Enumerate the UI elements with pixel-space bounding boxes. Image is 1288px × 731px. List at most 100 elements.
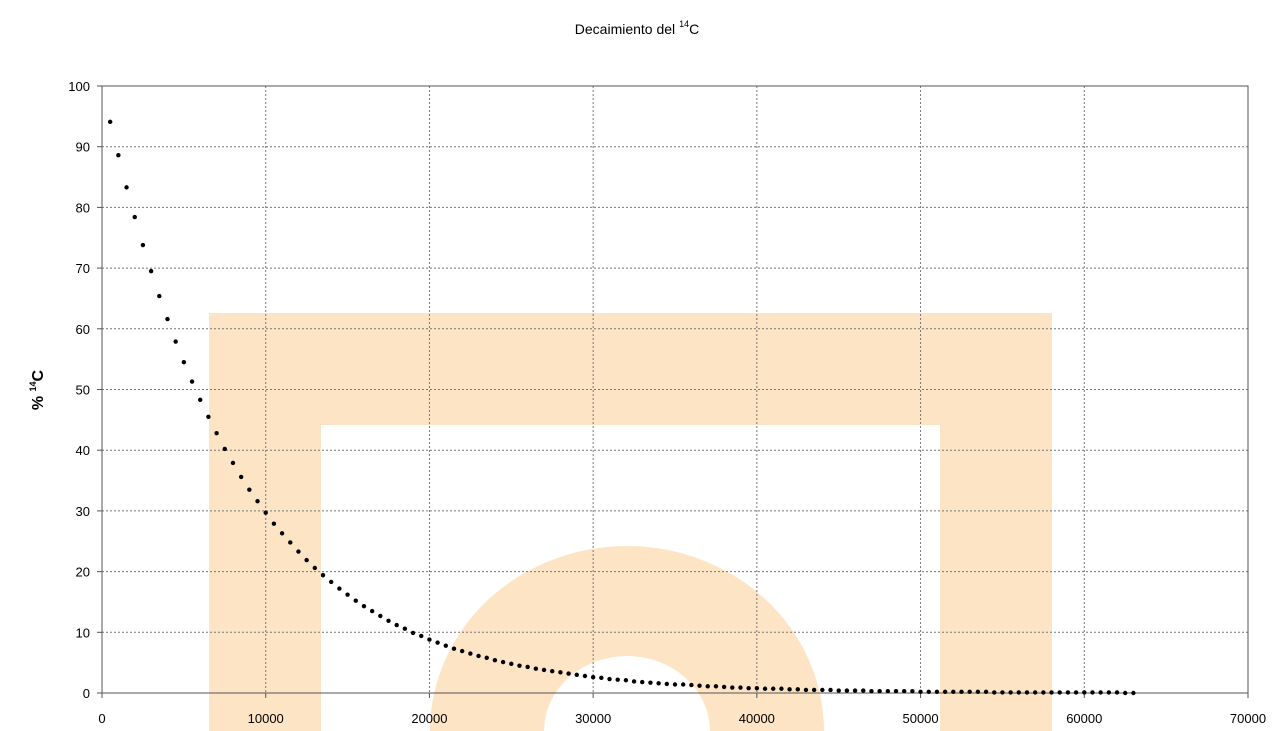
data-point: [517, 663, 522, 668]
y-axis-label-suffix: C: [30, 369, 47, 381]
data-point: [607, 676, 612, 682]
data-point: [271, 521, 277, 526]
y-tick-label: 0: [83, 686, 90, 701]
data-point: [902, 688, 907, 694]
data-point: [983, 689, 989, 694]
data-point: [140, 242, 146, 248]
data-point: [459, 648, 465, 654]
data-point: [238, 474, 244, 480]
data-point: [803, 687, 809, 693]
data-point: [369, 608, 375, 614]
data-point: [410, 630, 416, 636]
data-point: [443, 643, 448, 648]
x-tick-label: 30000: [575, 711, 611, 726]
data-point: [869, 688, 874, 694]
data-point: [124, 185, 129, 190]
data-point: [779, 686, 784, 691]
watermark-frame: [209, 313, 1052, 731]
data-point: [934, 689, 940, 694]
data-point: [427, 637, 432, 642]
data-point: [951, 689, 956, 694]
data-point: [656, 681, 661, 686]
data-point: [820, 687, 825, 693]
data-point: [1065, 690, 1071, 695]
data-point: [320, 573, 326, 578]
data-point: [1049, 690, 1054, 695]
data-point: [730, 685, 735, 690]
y-axis-label: % 14C: [28, 369, 47, 410]
data-point: [615, 677, 620, 682]
y-tick-label: 50: [76, 383, 90, 398]
data-point: [222, 446, 227, 452]
data-point: [132, 214, 137, 220]
data-point: [992, 690, 997, 695]
y-tick-label: 70: [76, 261, 90, 276]
y-tick-label: 100: [68, 79, 90, 94]
data-point: [967, 689, 972, 694]
data-point: [189, 379, 195, 384]
chart-title: Decaimiento del 14C: [575, 19, 699, 37]
data-point: [116, 152, 121, 158]
data-point: [926, 689, 931, 694]
data-point: [811, 687, 817, 693]
data-point: [582, 673, 588, 679]
data-point: [631, 679, 637, 684]
x-tick-label: 40000: [739, 711, 775, 726]
data-point: [680, 682, 686, 687]
data-point: [975, 689, 981, 694]
data-point: [942, 689, 948, 694]
data-point: [959, 689, 964, 694]
data-point: [492, 658, 498, 663]
data-point: [697, 683, 702, 688]
x-tick-label: 50000: [902, 711, 938, 726]
data-point: [599, 675, 604, 681]
data-point: [828, 687, 833, 693]
data-point: [893, 688, 899, 694]
data-point: [754, 685, 760, 691]
data-point: [541, 667, 547, 673]
data-point: [525, 664, 530, 670]
data-point: [713, 684, 719, 689]
data-point: [1106, 690, 1112, 695]
data-point: [762, 686, 768, 691]
data-point: [1000, 690, 1005, 695]
y-tick-label: 80: [76, 200, 90, 215]
data-point: [500, 659, 506, 665]
data-point: [419, 633, 424, 639]
data-point: [312, 565, 318, 571]
data-point: [1016, 690, 1021, 695]
chart-title-sup: 14: [679, 19, 689, 29]
axis-ticks: [97, 85, 1249, 698]
data-point: [664, 681, 670, 687]
data-point: [329, 579, 334, 585]
data-point: [1073, 690, 1079, 695]
data-point: [214, 431, 219, 436]
data-point: [1123, 690, 1128, 696]
data-point: [484, 655, 489, 660]
y-tick-label: 20: [76, 565, 90, 580]
data-point: [157, 293, 162, 299]
data-point: [705, 684, 710, 689]
data-point: [288, 540, 293, 545]
x-tick-label: 20000: [411, 711, 447, 726]
data-point: [255, 498, 260, 504]
x-tick-label: 60000: [1066, 711, 1102, 726]
data-point: [787, 687, 792, 692]
data-point: [672, 682, 678, 687]
data-points: [107, 119, 1136, 696]
data-point: [206, 414, 211, 420]
data-point: [402, 626, 408, 631]
data-point: [468, 651, 473, 656]
data-point: [721, 684, 727, 690]
watermark-arc: [430, 546, 824, 731]
data-point: [304, 557, 309, 563]
chart-title-suffix: C: [689, 21, 699, 37]
data-point: [1090, 690, 1095, 695]
data-point: [386, 618, 391, 623]
data-point: [378, 613, 383, 619]
data-point: [148, 268, 154, 274]
data-point: [337, 586, 342, 591]
data-point: [198, 397, 203, 403]
data-point: [861, 688, 866, 693]
